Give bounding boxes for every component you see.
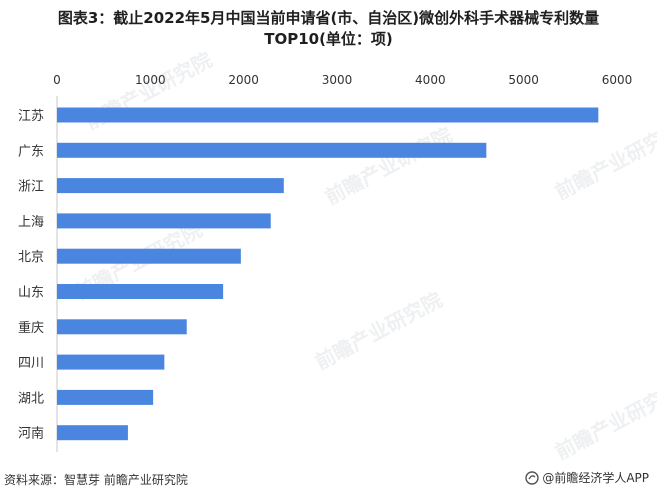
x-tick-label: 6000: [602, 73, 633, 87]
x-tick-label: 5000: [508, 73, 539, 87]
watermark: 前瞻产业研究院: [321, 122, 456, 209]
bar: [57, 213, 271, 229]
qianzhan-logo-icon: [525, 470, 540, 485]
x-axis-ticks: 0 1000 2000 3000 4000 5000 6000: [53, 73, 632, 87]
bar: [57, 354, 165, 370]
bar: [57, 389, 154, 405]
bar: [57, 178, 284, 194]
bars-group: [57, 107, 599, 441]
bar: [57, 142, 487, 158]
y-category-label: 四川: [18, 356, 44, 371]
x-tick-label: 0: [53, 73, 61, 87]
bar: [57, 248, 241, 264]
chart-title-line-2: TOP10(单位：项): [264, 30, 393, 48]
y-category-label: 河南: [18, 426, 44, 442]
bar: [57, 319, 187, 335]
y-category-label: 湖北: [18, 391, 44, 406]
bar: [57, 284, 224, 299]
x-tick-label: 2000: [228, 73, 259, 87]
chart-title: 图表3：截止2022年5月中国当前申请省(市、自治区)微创外科手术器械专利数量 …: [0, 8, 657, 50]
y-category-label: 浙江: [18, 180, 44, 195]
bar: [57, 425, 128, 441]
x-tick-label: 3000: [322, 73, 353, 87]
y-category-label: 山东: [18, 286, 44, 301]
watermark: 前瞻产业研究院: [311, 287, 446, 374]
y-category-label: 重庆: [18, 320, 44, 336]
bar: [57, 107, 599, 123]
y-category-label: 广东: [18, 144, 44, 159]
brand-credit-text: @前瞻经济学人APP: [542, 471, 649, 485]
y-category-label: 上海: [18, 215, 44, 230]
watermark: 前瞻产业研究院: [551, 117, 657, 204]
source-note: 资料来源：智慧芽 前瞻产业研究院: [4, 473, 188, 487]
y-category-label: 北京: [18, 250, 44, 265]
chart-title-line-1: 图表3：截止2022年5月中国当前申请省(市、自治区)微创外科手术器械专利数量: [57, 9, 600, 27]
watermark: 前瞻产业研究院: [551, 377, 657, 464]
x-tick-label: 1000: [135, 73, 166, 87]
y-category-label: 江苏: [18, 108, 44, 124]
x-tick-label: 4000: [415, 73, 446, 87]
brand-credit: @前瞻经济学人APP: [525, 469, 649, 486]
